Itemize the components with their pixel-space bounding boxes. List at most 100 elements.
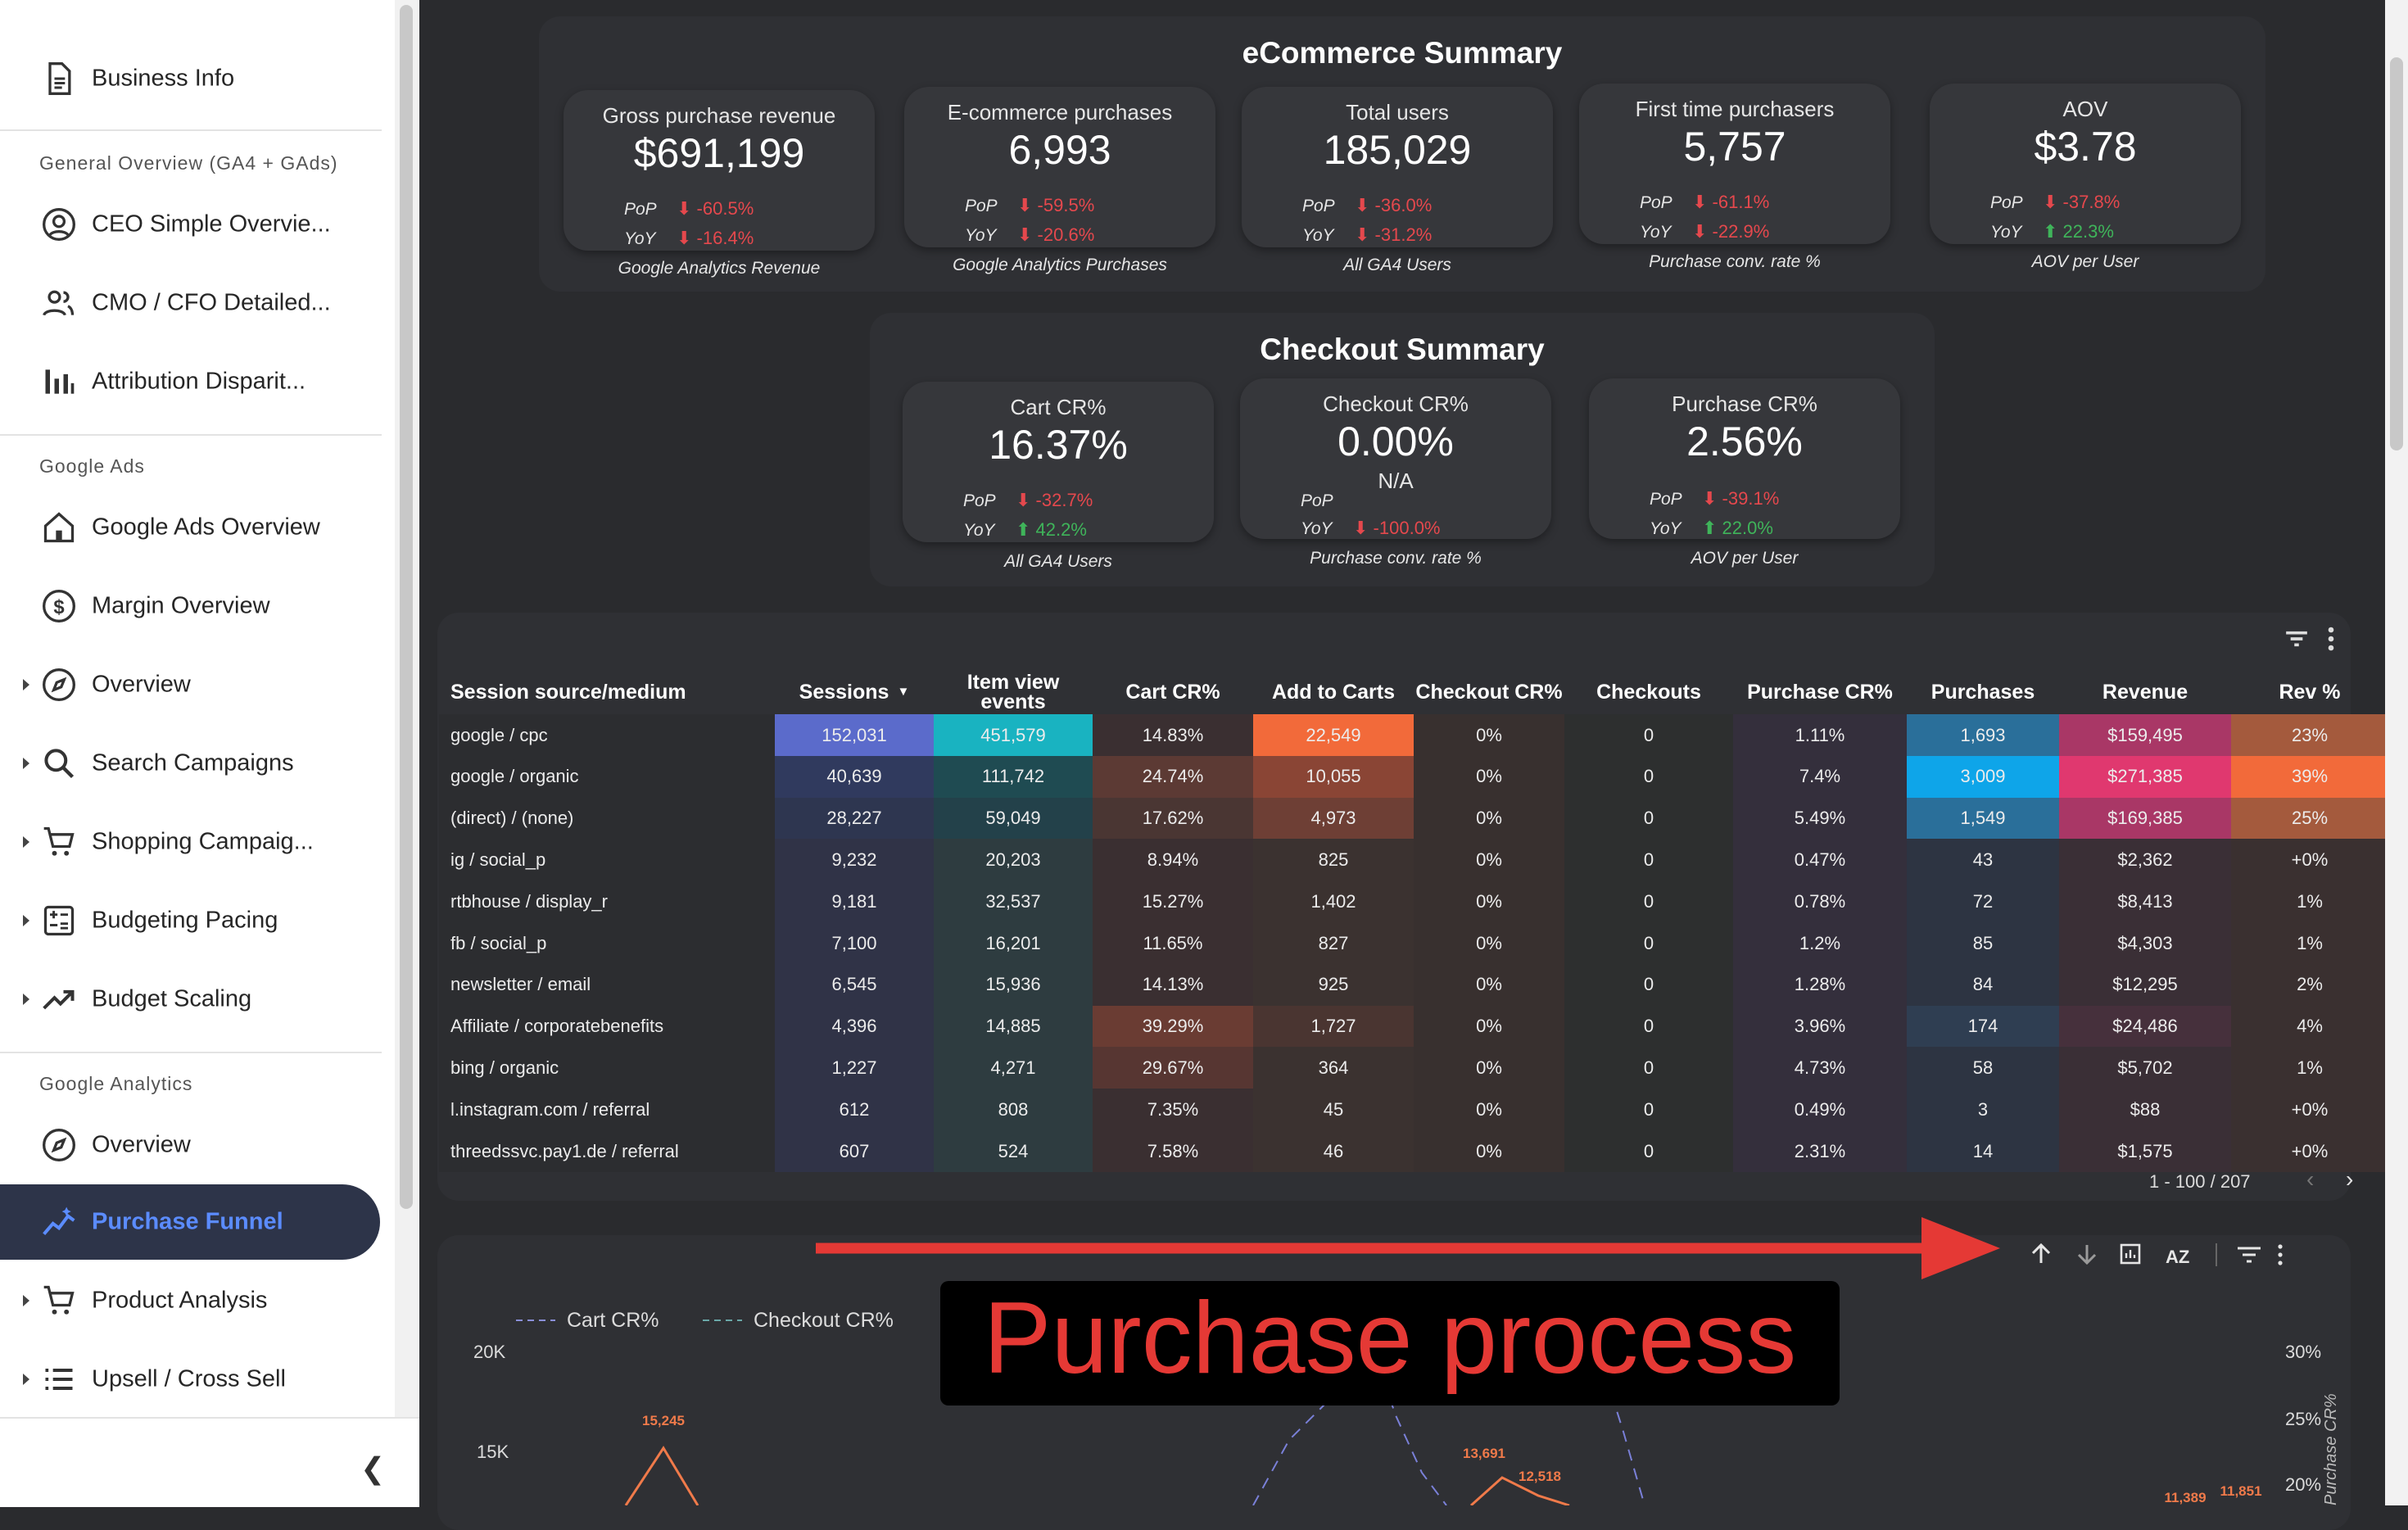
table-cell: 17.62% — [1093, 797, 1253, 840]
row-label-cell[interactable]: Affiliate / corporatebenefits — [439, 1005, 775, 1048]
sidebar-item-cmo-cfo[interactable]: CMO / CFO Detailed... — [0, 265, 395, 341]
drill-icon[interactable] — [2120, 1243, 2141, 1265]
yoy-delta: ⬇ -31.2% — [1355, 224, 1432, 246]
table-cell: 607 — [775, 1130, 934, 1172]
row-label-cell[interactable]: bing / organic — [439, 1047, 775, 1089]
sidebar-item-overview-analytics[interactable]: Overview — [0, 1107, 395, 1183]
table-cell: 14.13% — [1093, 963, 1253, 1006]
caret-right-icon[interactable] — [23, 1374, 29, 1385]
filter-icon[interactable] — [2279, 621, 2315, 657]
more-icon[interactable] — [2313, 621, 2349, 657]
column-header-label: Item view events — [966, 671, 1060, 713]
yoy-value: -100.0% — [1373, 518, 1441, 538]
sidebar-item-label: Purchase Funnel — [92, 1208, 283, 1235]
caret-right-icon[interactable] — [23, 915, 29, 926]
kpi-value: 2.56% — [1686, 419, 1803, 464]
column-header[interactable]: Session source/medium — [450, 663, 786, 721]
sidebar-item-business-info[interactable]: Business Info — [0, 41, 395, 116]
column-header[interactable]: Item view events — [934, 663, 1093, 721]
column-header-label: Rev % — [2279, 681, 2341, 704]
column-header[interactable]: Purchases — [1907, 663, 2059, 721]
kpi-total-users[interactable]: Total users 185,029 PoP ⬇ -36.0% YoY ⬇ -… — [1242, 87, 1553, 247]
sidebar-scroll-thumb[interactable] — [400, 5, 413, 1209]
row-label-cell[interactable]: ig / social_p — [439, 839, 775, 881]
table-cell: 364 — [1253, 1047, 1414, 1089]
row-label-cell[interactable]: google / cpc — [439, 714, 775, 756]
kpi-checkout-cr[interactable]: Checkout CR% 0.00% N/A PoP YoY ⬇ -100.0% — [1240, 378, 1551, 539]
table-cell: 0% — [1414, 880, 1564, 923]
sidebar-item-budget-scaling[interactable]: Budget Scaling — [0, 962, 395, 1037]
table-cell: 0 — [1564, 839, 1733, 881]
column-header-label: Checkouts — [1596, 681, 1701, 704]
row-label-cell[interactable]: threedssvc.pay1.de / referral — [439, 1130, 775, 1172]
arrow-down-icon[interactable] — [2077, 1245, 2097, 1265]
more-icon[interactable] — [2278, 1244, 2283, 1265]
ecommerce-summary-panel: eCommerce Summary Gross purchase revenue… — [539, 16, 2265, 292]
column-header[interactable]: Rev % — [2231, 663, 2388, 721]
table-cell: 0% — [1414, 1047, 1564, 1089]
sidebar-item-overview-ads[interactable]: Overview — [0, 647, 395, 722]
row-label-cell[interactable]: newsletter / email — [439, 963, 775, 1006]
svg-text:AZ: AZ — [2166, 1247, 2189, 1267]
table-cell: 4,973 — [1253, 797, 1414, 840]
sidebar-item-budgeting-pacing[interactable]: Budgeting Pacing — [0, 883, 395, 958]
caret-right-icon[interactable] — [23, 1295, 29, 1306]
column-header[interactable]: Cart CR% — [1093, 663, 1253, 721]
table-cell: 1,549 — [1907, 797, 2059, 840]
kpi-first-time-purchasers[interactable]: First time purchasers 5,757 PoP ⬇ -61.1%… — [1579, 84, 1890, 244]
chevron-left-icon[interactable]: ‹ — [2306, 1166, 2315, 1192]
kpi-purchase-cr[interactable]: Purchase CR% 2.56% PoP ⬇ -39.1% YoY ⬆ 22… — [1589, 378, 1900, 539]
column-header[interactable]: Checkouts — [1564, 663, 1733, 721]
yoy-value: 42.2% — [1035, 519, 1087, 540]
table-cell: 72 — [1907, 880, 2059, 923]
sidebar-item-search-campaigns[interactable]: Search Campaigns — [0, 726, 395, 801]
sidebar-item-upsell[interactable]: Upsell / Cross Sell — [0, 1342, 395, 1417]
sessions-series-line — [624, 1446, 699, 1505]
sidebar-item-attribution[interactable]: Attribution Disparit... — [0, 344, 395, 419]
sidebar-item-shopping-campaigns[interactable]: Shopping Campaig... — [0, 804, 395, 880]
caret-right-icon[interactable] — [23, 758, 29, 769]
page-scroll-thumb[interactable] — [2390, 57, 2403, 450]
row-label-cell[interactable]: fb / social_p — [439, 922, 775, 964]
row-label-cell[interactable]: l.instagram.com / referral — [439, 1089, 775, 1131]
filter-icon[interactable] — [2238, 1247, 2261, 1263]
kpi-title: Purchase CR% — [1672, 392, 1817, 416]
column-header[interactable]: Revenue — [2059, 663, 2231, 721]
table-cell: 6,545 — [775, 963, 934, 1006]
funnel-chart: Cart CR% Checkout CR% 20K 15K 30% 25% 20… — [473, 1243, 2340, 1505]
row-label-cell[interactable]: rtbhouse / display_r — [439, 880, 775, 923]
kpi-aov[interactable]: AOV $3.78 PoP ⬇ -37.8% YoY ⬆ 22.3% — [1930, 84, 2241, 244]
kpi-cart-cr[interactable]: Cart CR% 16.37% PoP ⬇ -32.7% YoY ⬆ 42.2% — [903, 382, 1214, 542]
sidebar-item-google-ads-overview[interactable]: Google Ads Overview — [0, 490, 395, 565]
sort-desc-icon[interactable]: ▼ — [897, 685, 910, 699]
sidebar-item-product-analysis[interactable]: Product Analysis — [0, 1263, 395, 1338]
pop-delta: ⬇ -32.7% — [1016, 490, 1093, 511]
caret-right-icon[interactable] — [23, 994, 29, 1005]
point-label: 11,389 — [2164, 1490, 2206, 1505]
sidebar-item-ceo-overview[interactable]: CEO Simple Overvie... — [0, 187, 395, 262]
caret-right-icon[interactable] — [23, 836, 29, 848]
y-right-tick: 25% — [2285, 1409, 2321, 1429]
sidebar-item-purchase-funnel[interactable]: Purchase Funnel — [0, 1184, 380, 1260]
sort-az-icon[interactable]: AZ — [2166, 1247, 2189, 1267]
kpi-ecommerce-purchases[interactable]: E-commerce purchases 6,993 PoP ⬇ -59.5% … — [904, 87, 1215, 247]
column-header[interactable]: Purchase CR% — [1733, 663, 1907, 721]
sidebar-item-margin-overview[interactable]: $ Margin Overview — [0, 568, 395, 644]
table-cell: 0% — [1414, 1089, 1564, 1131]
chevron-right-icon[interactable]: › — [2346, 1166, 2354, 1192]
column-header[interactable]: Add to Carts — [1253, 663, 1414, 721]
pop-value: -61.1% — [1712, 192, 1770, 212]
chevron-left-icon[interactable]: ❮ — [360, 1451, 386, 1485]
table-cell: 25% — [2231, 797, 2388, 840]
column-header[interactable]: Sessions ▼ — [775, 663, 934, 721]
point-label: 12,518 — [1519, 1469, 1561, 1484]
caret-right-icon[interactable] — [23, 679, 29, 690]
kpi-gross-revenue[interactable]: Gross purchase revenue $691,199 PoP ⬇ -6… — [564, 90, 875, 251]
row-label-cell[interactable]: (direct) / (none) — [439, 797, 775, 840]
column-header[interactable]: Checkout CR% — [1414, 663, 1564, 721]
pop-label: PoP — [624, 200, 657, 219]
yoy-value: 22.3% — [2062, 221, 2114, 242]
row-label-cell[interactable]: google / organic — [439, 755, 775, 798]
sidebar-item-label: Shopping Campaig... — [92, 828, 314, 855]
arrow-up-icon[interactable] — [2031, 1243, 2051, 1263]
